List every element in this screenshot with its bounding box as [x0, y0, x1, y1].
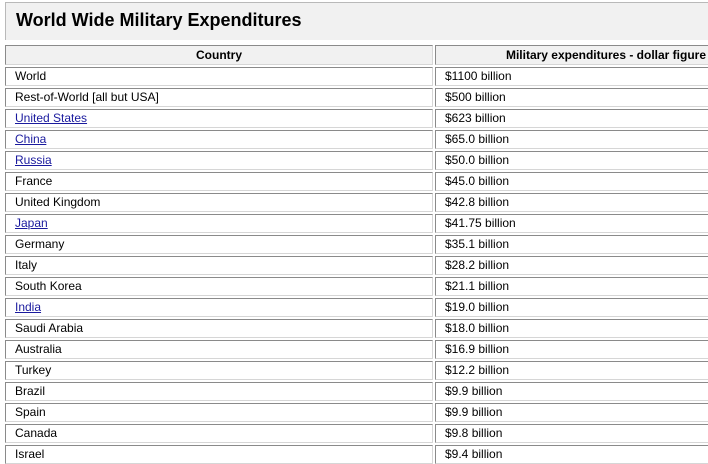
expenditure-cell: $9.9 billion [435, 382, 708, 401]
expenditure-cell: $19.0 billion [435, 298, 708, 317]
expenditure-cell: $9.9 billion [435, 403, 708, 422]
table-row: United Kingdom $42.8 billion [5, 193, 708, 212]
country-link[interactable]: United States [15, 111, 88, 125]
country-link[interactable]: China [15, 132, 47, 146]
table-row: Israel $9.4 billion [5, 445, 708, 464]
country-label: United Kingdom [15, 195, 101, 209]
table-body: World $1100 billion Rest-of-World [all but… [5, 67, 708, 464]
title-bar: World Wide Military Expenditures [5, 2, 708, 40]
table-row: Turkey $12.2 billion [5, 361, 708, 380]
table-row: Japan $41.75 billion [5, 214, 708, 233]
country-label: Brazil [15, 384, 46, 398]
country-cell: Rest-of-World [all but USA] [5, 88, 433, 107]
expenditure-cell: $42.8 billion [435, 193, 708, 212]
expenditure-cell: $35.1 billion [435, 235, 708, 254]
country-cell: Russia [5, 151, 433, 170]
expenditure-cell: $50.0 billion [435, 151, 708, 170]
table-row: South Korea $21.1 billion [5, 277, 708, 296]
table-row: Brazil $9.9 billion [5, 382, 708, 401]
country-link[interactable]: India [15, 300, 42, 314]
country-label: Canada [15, 426, 58, 440]
country-cell: South Korea [5, 277, 433, 296]
table-row: Spain $9.9 billion [5, 403, 708, 422]
country-cell: United Kingdom [5, 193, 433, 212]
expenditure-cell: $9.4 billion [435, 445, 708, 464]
country-cell: Australia [5, 340, 433, 359]
country-label: Germany [15, 237, 65, 251]
expenditure-cell: $45.0 billion [435, 172, 708, 191]
table-row: Germany $35.1 billion [5, 235, 708, 254]
country-cell: Italy [5, 256, 433, 275]
table-row: Canada $9.8 billion [5, 424, 708, 443]
country-cell: Germany [5, 235, 433, 254]
table-row: Rest-of-World [all but USA] $500 billion [5, 88, 708, 107]
country-cell: Turkey [5, 361, 433, 380]
country-label: World [15, 69, 47, 83]
table-row: France $45.0 billion [5, 172, 708, 191]
expenditure-cell: $21.1 billion [435, 277, 708, 296]
table-row: World $1100 billion [5, 67, 708, 86]
country-cell: Canada [5, 424, 433, 443]
page-title: World Wide Military Expenditures [16, 10, 302, 30]
expenditure-cell: $41.75 billion [435, 214, 708, 233]
expenditure-cell: $9.8 billion [435, 424, 708, 443]
expenditure-cell: $500 billion [435, 88, 708, 107]
country-link[interactable]: Russia [15, 153, 52, 167]
table-row: Saudi Arabia $18.0 billion [5, 319, 708, 338]
table-row: United States $623 billion [5, 109, 708, 128]
country-label: Italy [15, 258, 38, 272]
country-label: Saudi Arabia [15, 321, 84, 335]
expenditures-table: Country Military expenditures - dollar f… [3, 43, 708, 464]
country-cell: World [5, 67, 433, 86]
country-cell: Israel [5, 445, 433, 464]
country-label: Australia [15, 342, 62, 356]
table-row: China $65.0 billion [5, 130, 708, 149]
expenditure-cell: $623 billion [435, 109, 708, 128]
table-header-row: Country Military expenditures - dollar f… [5, 45, 708, 65]
country-cell: Spain [5, 403, 433, 422]
country-label: Turkey [15, 363, 52, 377]
country-cell: Japan [5, 214, 433, 233]
country-cell: China [5, 130, 433, 149]
table-row: Italy $28.2 billion [5, 256, 708, 275]
country-label: France [15, 174, 53, 188]
country-cell: Brazil [5, 382, 433, 401]
column-header-expenditure: Military expenditures - dollar figure [435, 45, 708, 65]
country-cell: United States [5, 109, 433, 128]
expenditure-cell: $18.0 billion [435, 319, 708, 338]
table-row: Russia $50.0 billion [5, 151, 708, 170]
country-link[interactable]: Japan [15, 216, 48, 230]
table-row: Australia $16.9 billion [5, 340, 708, 359]
country-cell: Saudi Arabia [5, 319, 433, 338]
country-label: Israel [15, 447, 45, 461]
country-label: Spain [15, 405, 46, 419]
column-header-country: Country [5, 45, 433, 65]
country-label: Rest-of-World [all but USA] [15, 90, 159, 104]
country-cell: France [5, 172, 433, 191]
expenditure-cell: $16.9 billion [435, 340, 708, 359]
expenditure-cell: $12.2 billion [435, 361, 708, 380]
country-cell: India [5, 298, 433, 317]
expenditure-cell: $65.0 billion [435, 130, 708, 149]
expenditure-cell: $1100 billion [435, 67, 708, 86]
expenditure-cell: $28.2 billion [435, 256, 708, 275]
table-row: India $19.0 billion [5, 298, 708, 317]
country-label: South Korea [15, 279, 82, 293]
